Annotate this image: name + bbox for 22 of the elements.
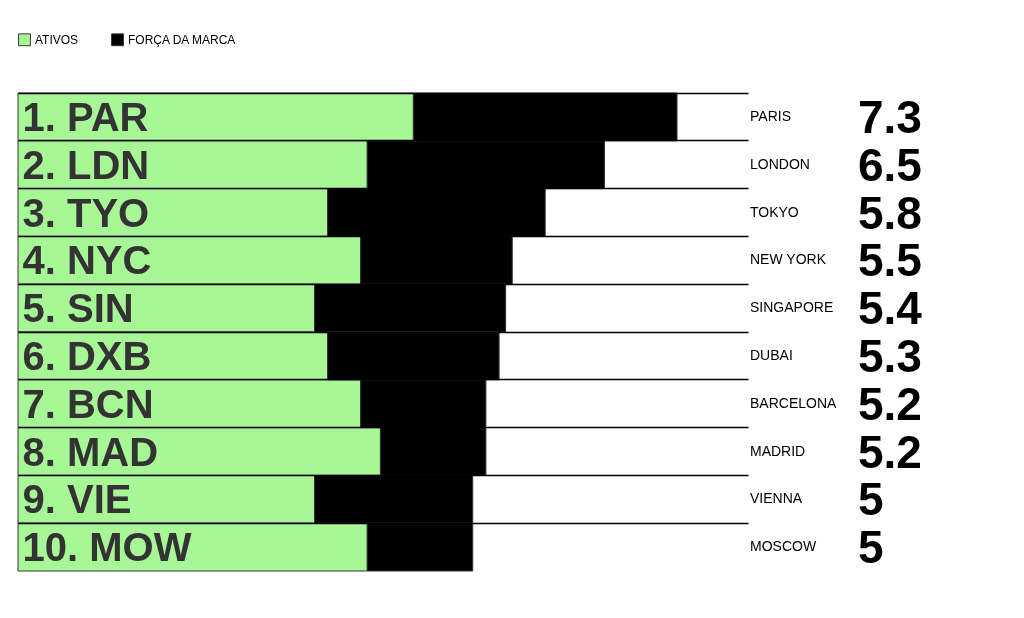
text: PARIS: [750, 107, 791, 124]
y-tick-label: 2. LDN: [22, 142, 150, 187]
y-tick-label: 9. VIE: [22, 477, 132, 522]
y-tick-label: 10. MOW: [22, 525, 192, 570]
y-tick-label: 5. SIN: [22, 286, 134, 331]
y-tick-label: 1. PAR: [22, 94, 149, 139]
y-tick-label: 7. BCN: [22, 381, 154, 426]
text: MOSCOW: [750, 538, 817, 555]
text: LONDON: [750, 155, 810, 172]
text: NEW YORK: [750, 251, 827, 268]
text: DUBAI: [750, 346, 793, 363]
text: BARCELONA: [750, 394, 838, 411]
y-tick-label: 6. DXB: [22, 333, 152, 378]
legend-label: ATIVOS: [35, 32, 79, 47]
legend-label: FORÇA DA MARCA: [128, 32, 236, 47]
y-tick-label: 3. TYO: [22, 190, 150, 235]
text: SINGAPORE: [750, 299, 834, 316]
y-tick-label: 8. MAD: [22, 429, 159, 474]
text: MADRID: [750, 442, 806, 459]
text: TOKYO: [750, 203, 799, 220]
y-tick-label: 4. NYC: [22, 238, 152, 283]
text: VIENNA: [750, 490, 803, 507]
